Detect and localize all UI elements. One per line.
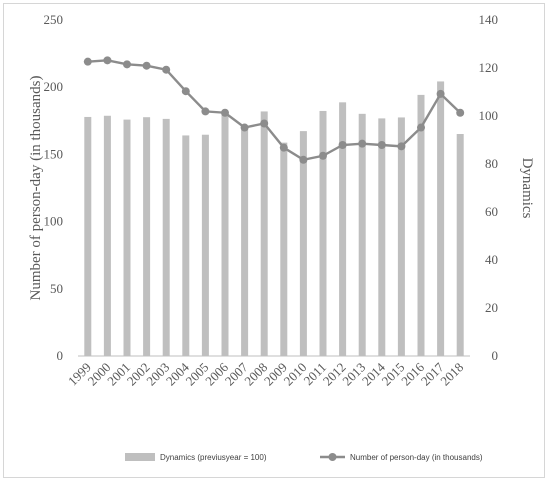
y-right-tick-label: 120 — [479, 60, 499, 75]
y-left-tick-label: 50 — [50, 281, 63, 296]
bar-2016 — [417, 94, 425, 356]
legend-bar-swatch — [125, 453, 155, 461]
point-2002 — [142, 61, 151, 70]
point-2007 — [240, 123, 249, 132]
point-2017 — [436, 89, 445, 98]
bar-2006 — [221, 112, 229, 356]
y-left-tick-label: 200 — [44, 79, 64, 94]
bar-series — [84, 81, 464, 357]
y-right-tick-label: 40 — [485, 252, 498, 267]
left-axis: 0 50 100 150 200 250 — [44, 12, 64, 363]
y-right-tick-label: 0 — [492, 348, 499, 363]
bar-2008 — [260, 111, 268, 356]
point-2010 — [299, 155, 308, 164]
x-axis: 1999200020012002200320042005200620072008… — [65, 359, 466, 388]
point-2003 — [162, 65, 171, 74]
y-left-tick-label: 250 — [44, 12, 64, 27]
point-2016 — [417, 123, 425, 132]
bar-2017 — [437, 81, 445, 356]
point-2004 — [181, 87, 190, 96]
point-2012 — [338, 140, 347, 149]
y-axis-left-title: Number of person-day (in thousands) — [28, 76, 44, 301]
bar-2005 — [201, 134, 209, 356]
legend-bar-label: Dynamics (previusyear = 100) — [160, 453, 267, 462]
y-right-tick-label: 20 — [485, 300, 498, 315]
point-2015 — [397, 142, 406, 151]
point-2013 — [358, 139, 367, 148]
bar-2004 — [182, 135, 190, 356]
y-right-tick-label: 60 — [485, 204, 498, 219]
bar-2003 — [162, 118, 170, 356]
right-axis: 0 20 40 60 80 100 120 140 — [479, 12, 499, 363]
point-2006 — [221, 108, 229, 117]
bar-2010 — [299, 131, 307, 356]
point-2001 — [123, 60, 131, 69]
y-right-tick-label: 100 — [479, 108, 499, 123]
bar-2012 — [339, 102, 347, 356]
bar-2007 — [241, 128, 249, 356]
x-tick-label: 2018 — [437, 360, 466, 389]
y-left-tick-label: 100 — [44, 214, 64, 229]
y-right-tick-label: 140 — [479, 12, 499, 27]
point-2014 — [377, 140, 386, 149]
bar-2015 — [397, 117, 405, 356]
legend: Dynamics (previusyear = 100) Number of p… — [125, 453, 483, 462]
bar-2009 — [280, 142, 288, 356]
legend-line-label: Number of person-day (in thousands) — [350, 453, 483, 462]
bar-2014 — [378, 118, 386, 357]
legend-line-marker — [328, 453, 337, 461]
bar-1999 — [84, 116, 92, 357]
bar-2018 — [456, 134, 464, 356]
y-left-tick-label: 150 — [44, 146, 64, 161]
point-2009 — [279, 143, 288, 152]
y-left-tick-label: 0 — [57, 348, 64, 363]
bar-2000 — [103, 115, 111, 356]
bar-2002 — [143, 117, 151, 356]
point-2005 — [201, 107, 210, 116]
point-2008 — [260, 119, 269, 128]
y-axis-right-title: Dynamics — [519, 158, 535, 219]
point-2018 — [456, 108, 465, 117]
bar-2011 — [319, 110, 327, 357]
bar-2001 — [123, 119, 131, 356]
bar-2013 — [358, 113, 366, 356]
line-points — [83, 56, 465, 164]
point-1999 — [83, 57, 92, 66]
y-right-tick-label: 80 — [485, 156, 498, 171]
point-2011 — [319, 151, 327, 160]
point-2000 — [103, 56, 112, 65]
chart-frame — [3, 3, 545, 478]
